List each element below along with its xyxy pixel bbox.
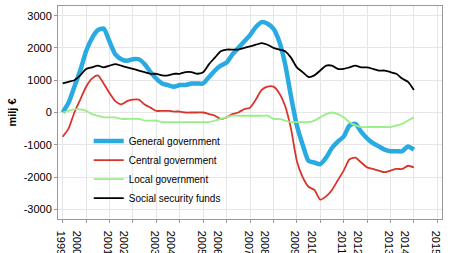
svg-text:3000: 3000 [27,10,51,22]
svg-text:2003: 2003 [149,231,161,253]
svg-text:2004: 2004 [165,231,177,253]
svg-text:0: 0 [46,106,52,118]
svg-text:-3000: -3000 [24,203,52,215]
svg-text:1999: 1999 [55,231,67,253]
svg-text:2015: 2015 [430,231,442,253]
svg-text:2008: 2008 [259,231,271,253]
svg-text:2010: 2010 [306,231,318,253]
svg-text:2007: 2007 [243,231,255,253]
svg-text:Central government: Central government [129,155,217,166]
svg-text:2000: 2000 [71,231,83,253]
svg-text:1000: 1000 [27,74,51,86]
svg-text:milj €: milj € [6,98,18,126]
svg-text:General government: General government [129,136,220,147]
svg-text:2012: 2012 [352,231,364,253]
svg-text:Social security funds: Social security funds [129,193,221,204]
svg-text:-2000: -2000 [24,171,52,183]
svg-text:Local government: Local government [129,174,209,185]
svg-text:2001: 2001 [102,231,114,253]
svg-text:2009: 2009 [289,231,301,253]
svg-text:2000: 2000 [27,42,51,54]
svg-text:2005: 2005 [196,231,208,253]
svg-text:-1000: -1000 [24,139,52,151]
svg-text:2013: 2013 [383,231,395,253]
svg-text:2011: 2011 [336,231,348,253]
svg-text:2002: 2002 [118,231,130,253]
svg-text:2006: 2006 [212,231,224,253]
svg-text:2014: 2014 [399,231,411,253]
